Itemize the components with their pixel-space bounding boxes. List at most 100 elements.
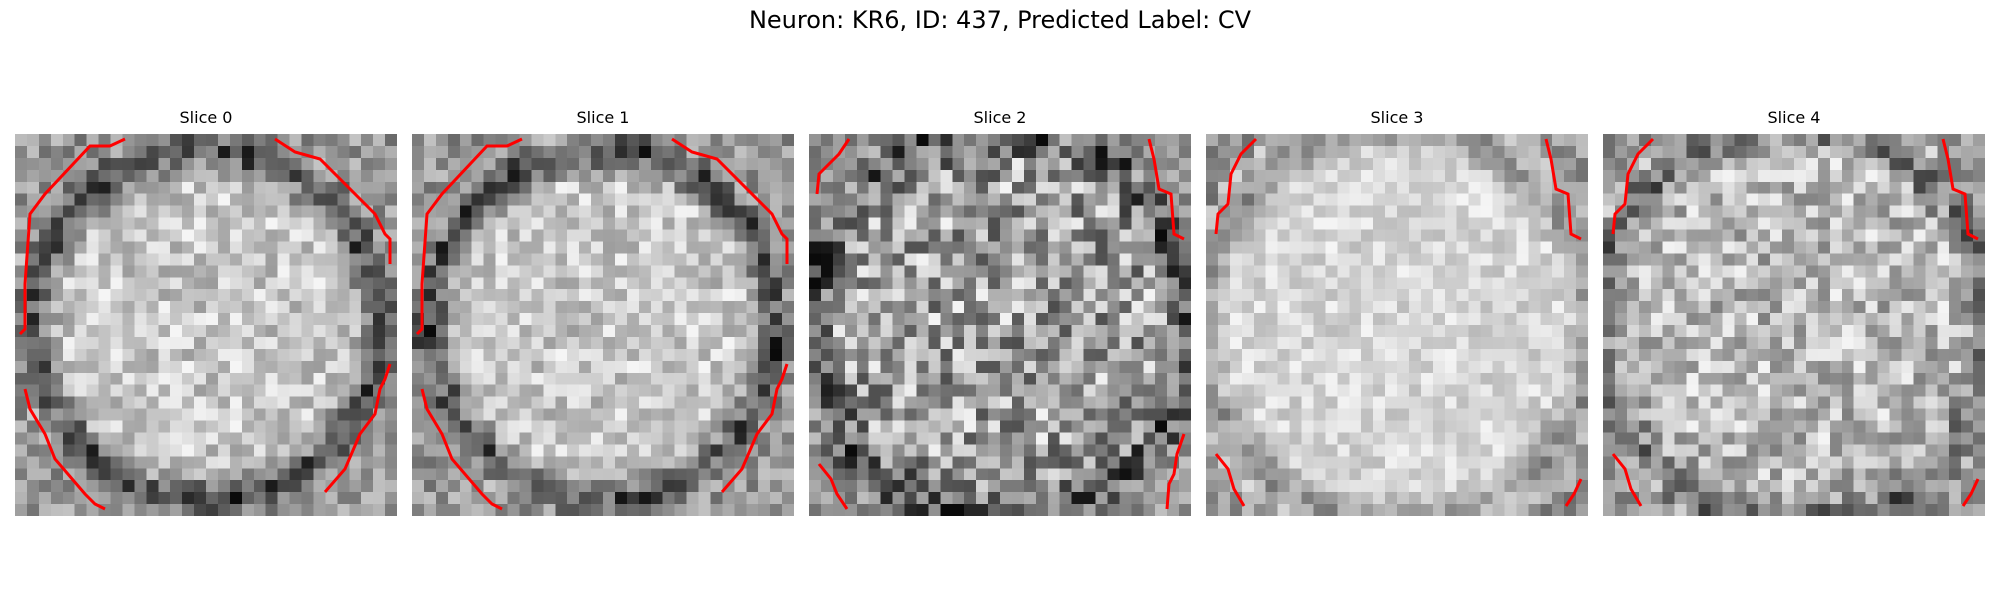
- image-pixel: [1865, 384, 1879, 398]
- image-pixel: [1841, 420, 1855, 433]
- image-pixel: [844, 169, 858, 183]
- image-pixel: [1650, 157, 1664, 171]
- image-pixel: [1782, 396, 1795, 410]
- image-pixel: [1829, 408, 1843, 421]
- image-pixel: [495, 289, 508, 302]
- image-pixel: [325, 277, 338, 290]
- image-pixel: [1167, 193, 1180, 207]
- image-pixel: [74, 205, 88, 219]
- image-pixel: [579, 372, 592, 386]
- image-pixel: [614, 157, 628, 171]
- image-pixel: [1949, 241, 1962, 254]
- image-pixel: [229, 372, 243, 386]
- image-pixel: [122, 396, 135, 410]
- image-pixel: [1853, 193, 1867, 207]
- image-pixel: [928, 289, 941, 302]
- image-pixel: [746, 289, 759, 302]
- image-pixel: [856, 241, 870, 254]
- image-pixel: [1626, 277, 1640, 290]
- image-pixel: [1961, 420, 1974, 433]
- image-pixel: [1131, 241, 1144, 254]
- image-pixel: [1961, 229, 1974, 242]
- image-pixel: [1973, 348, 1985, 362]
- image-pixel: [567, 432, 580, 445]
- image-pixel: [1564, 408, 1577, 421]
- image-pixel: [1107, 205, 1120, 219]
- image-pixel: [1206, 336, 1219, 350]
- image-pixel: [1155, 360, 1168, 374]
- image-pixel: [1889, 408, 1902, 421]
- image-pixel: [1373, 193, 1386, 207]
- image-pixel: [1710, 193, 1723, 207]
- image-pixel: [1492, 145, 1505, 159]
- image-pixel: [1614, 372, 1628, 386]
- image-pixel: [1301, 504, 1314, 516]
- image-pixel: [904, 134, 917, 147]
- image-pixel: [412, 181, 425, 195]
- image-pixel: [337, 313, 350, 326]
- image-pixel: [265, 134, 279, 147]
- image-pixel: [1337, 193, 1350, 207]
- image-pixel: [698, 492, 711, 505]
- image-pixel: [1047, 360, 1061, 374]
- image-pixel: [289, 205, 302, 219]
- image-pixel: [603, 217, 616, 230]
- image-pixel: [820, 277, 834, 290]
- image-pixel: [229, 157, 243, 171]
- image-pixel: [1301, 205, 1314, 219]
- image-pixel: [543, 157, 556, 171]
- image-pixel: [38, 169, 52, 183]
- image-pixel: [277, 241, 291, 254]
- image-pixel: [110, 456, 123, 469]
- image-pixel: [1552, 229, 1565, 242]
- image-pixel: [373, 348, 386, 362]
- image-pixel: [856, 480, 870, 493]
- image-pixel: [1925, 396, 1938, 410]
- image-pixel: [38, 313, 52, 326]
- image-pixel: [868, 456, 882, 469]
- image-pixel: [1313, 217, 1326, 230]
- image-pixel: [1937, 265, 1950, 278]
- image-pixel: [988, 492, 1001, 505]
- image-pixel: [217, 241, 231, 254]
- image-pixel: [686, 504, 699, 516]
- image-pixel: [710, 468, 723, 481]
- image-pixel: [1770, 181, 1783, 195]
- image-pixel: [483, 384, 497, 398]
- image-pixel: [1961, 372, 1974, 386]
- image-pixel: [1083, 360, 1096, 374]
- image-pixel: [952, 277, 965, 290]
- image-pixel: [1528, 241, 1541, 254]
- image-pixel: [1552, 325, 1565, 338]
- image-pixel: [1817, 372, 1831, 386]
- image-pixel: [62, 134, 76, 147]
- image-pixel: [1325, 372, 1338, 386]
- image-pixel: [758, 372, 771, 386]
- image-pixel: [1468, 253, 1482, 266]
- image-pixel: [1841, 336, 1855, 350]
- image-pixel: [1408, 504, 1422, 516]
- image-pixel: [1301, 253, 1314, 266]
- image-pixel: [277, 336, 291, 350]
- image-pixel: [423, 420, 437, 433]
- image-pixel: [1095, 432, 1108, 445]
- image-pixel: [868, 205, 882, 219]
- image-pixel: [1889, 145, 1902, 159]
- image-pixel: [1011, 420, 1025, 433]
- image-pixel: [1385, 384, 1398, 398]
- image-pixel: [880, 277, 894, 290]
- image-pixel: [412, 241, 425, 254]
- image-pixel: [952, 265, 965, 278]
- image-pixel: [373, 360, 386, 374]
- image-pixel: [1961, 360, 1974, 374]
- image-pixel: [1119, 468, 1132, 481]
- image-pixel: [1710, 217, 1723, 230]
- image-pixel: [1420, 480, 1434, 493]
- image-pixel: [1265, 432, 1279, 445]
- image-pixel: [1059, 313, 1073, 326]
- image-pixel: [301, 229, 314, 242]
- image-pixel: [471, 492, 485, 505]
- image-pixel: [1480, 277, 1493, 290]
- image-pixel: [1119, 289, 1132, 302]
- image-pixel: [1071, 301, 1085, 314]
